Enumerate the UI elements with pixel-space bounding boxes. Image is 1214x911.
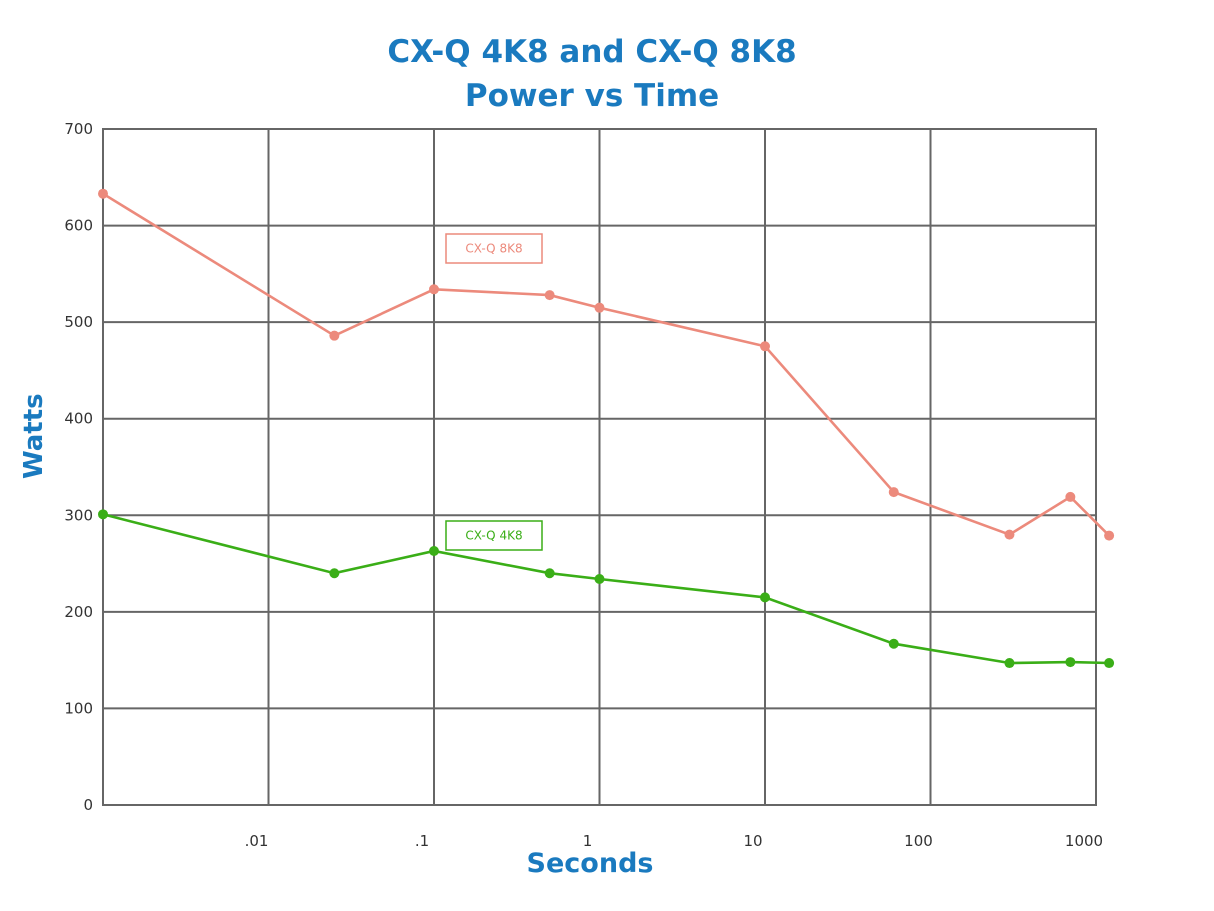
y-tick-label: 600 (64, 217, 93, 235)
data-point (1065, 657, 1076, 668)
x-tick-label: .1 (415, 832, 429, 850)
series-line (102, 192, 1111, 537)
data-point (98, 188, 108, 199)
x-tick-label: .01 (245, 832, 269, 850)
y-tick-label: 100 (64, 699, 93, 717)
chart-title: CX-Q 4K8 and CX-Q 8K8 (387, 34, 797, 70)
x-tick-label: 1000 (1065, 832, 1103, 850)
data-point (329, 568, 340, 579)
y-tick-label: 300 (64, 506, 93, 524)
data-point (888, 487, 899, 498)
data-point (1004, 658, 1015, 669)
y-tick-label: 500 (64, 313, 93, 331)
series-line (102, 513, 1110, 665)
x-tick-label: 10 (743, 832, 762, 850)
grid (102, 128, 1097, 806)
data-point (1104, 658, 1115, 669)
data-point (760, 592, 770, 603)
data-point (1065, 491, 1076, 502)
x-tick-label: 1 (583, 832, 593, 850)
x-axis-label: Seconds (526, 848, 654, 879)
data-point (544, 290, 555, 301)
y-tick-label: 200 (64, 603, 93, 621)
series-label: CX-Q 8K8 (465, 242, 522, 256)
data-point (429, 284, 439, 295)
data-point (429, 546, 439, 557)
series-layer (98, 188, 1115, 669)
y-tick-label: 0 (83, 796, 93, 814)
x-tick-label: 100 (904, 832, 933, 850)
data-point (544, 568, 555, 579)
series-label-box (445, 233, 543, 264)
x-tick-labels: .01 .1 1 10 100 1000 (245, 832, 1104, 850)
data-point (760, 341, 770, 352)
chart-subtitle: Power vs Time (464, 78, 720, 114)
data-point (98, 509, 108, 520)
data-point (594, 574, 605, 585)
data-point (1004, 529, 1015, 540)
series-label: CX-Q 4K8 (465, 529, 522, 543)
series-labels: CX-Q 8K8 CX-Q 4K8 (445, 233, 543, 551)
y-tick-label: 400 (64, 410, 93, 428)
y-tick-label: 700 (64, 120, 93, 138)
series-label-box (445, 520, 543, 551)
data-point (594, 302, 605, 313)
data-point (888, 638, 899, 649)
y-tick-labels: 0 100 200 300 400 500 600 700 (64, 120, 93, 814)
data-point (329, 330, 340, 341)
plot-frame (102, 128, 1097, 806)
data-point (1104, 530, 1115, 541)
